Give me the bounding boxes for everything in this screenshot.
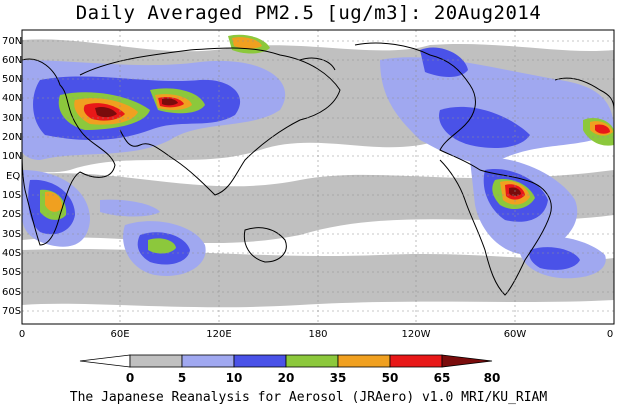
longitude-labels: 0 60E 120E 180 120W 60W 0 [19, 329, 613, 340]
colorbar-label: 5 [178, 371, 186, 385]
colorbar-segment [389, 354, 443, 368]
colorbar-segment [181, 354, 235, 368]
lat-label: 10S [2, 190, 21, 201]
colorbar-labels: 0 5 10 20 35 50 65 80 [126, 371, 501, 385]
lon-label: 0 [19, 329, 25, 340]
colorbar-label: 10 [226, 371, 243, 385]
colorbar-label: 20 [278, 371, 295, 385]
lat-label: 40S [2, 248, 21, 259]
lat-label: 10N [2, 151, 22, 162]
colorbar-segment [129, 354, 183, 368]
lat-label: 70S [2, 306, 21, 317]
lat-label: 30N [2, 113, 22, 124]
colorbar-segment [79, 354, 131, 368]
map-frame [21, 29, 615, 325]
credit-line: The Japanese Reanalysis for Aerosol (JRA… [69, 390, 548, 405]
colorbar-label: 0 [126, 371, 134, 385]
lon-label: 180 [308, 329, 327, 340]
lon-label: 120E [206, 329, 231, 340]
lat-label: EQ [6, 171, 20, 182]
lat-label: 60S [2, 287, 21, 298]
lat-label: 50N [2, 74, 22, 85]
colorbar-segment [441, 354, 493, 368]
colorbar-label: 35 [330, 371, 347, 385]
lon-label: 60W [504, 329, 527, 340]
colorbar-segment [337, 354, 391, 368]
colorbar-label: 80 [484, 371, 501, 385]
map-title: Daily Averaged PM2.5 [ug/m3]: 20Aug2014 [75, 2, 542, 24]
lon-label: 60E [110, 329, 129, 340]
lat-label: 50S [2, 267, 21, 278]
colorbar-segment [233, 354, 287, 368]
lat-label: 70N [2, 36, 22, 47]
lat-label: 60N [2, 55, 22, 66]
colorbar [79, 354, 493, 368]
colorbar-label: 65 [434, 371, 451, 385]
lat-label: 30S [2, 229, 21, 240]
pm25-field [22, 30, 614, 324]
lat-label: 20N [2, 132, 22, 143]
lat-label: 40N [2, 93, 22, 104]
lat-label: 20S [2, 209, 21, 220]
lon-label: 0 [607, 329, 613, 340]
latitude-labels: 70N 60N 50N 40N 30N 20N 10N EQ 10S 20S 3… [2, 36, 22, 317]
colorbar-segment [285, 354, 339, 368]
lon-label: 120W [402, 329, 431, 340]
graticule [22, 30, 614, 324]
colorbar-label: 50 [382, 371, 399, 385]
